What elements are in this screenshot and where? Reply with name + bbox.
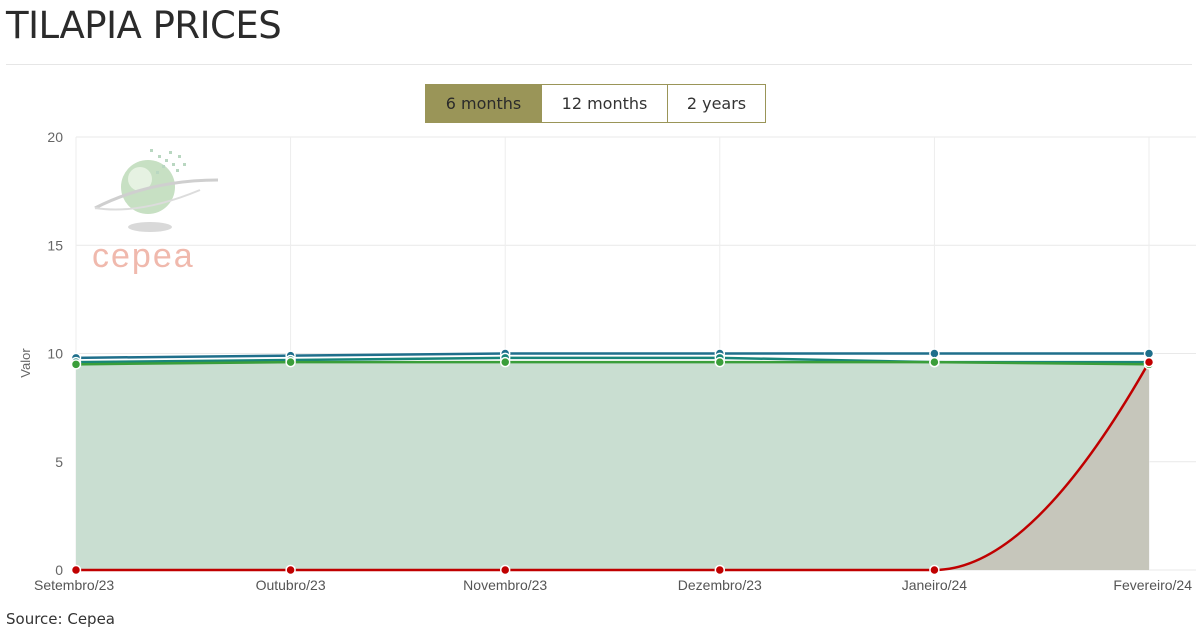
series-2-point-2 (499, 356, 511, 368)
source-note: Source: Cepea (6, 610, 115, 628)
y-tick-label-4: 20 (47, 129, 63, 145)
x-tick-label-1: Outubro/23 (256, 577, 326, 593)
series-2-point-0 (70, 359, 82, 370)
range-selector: 6 months 12 months 2 years (425, 84, 766, 123)
watermark-text: cepea (92, 237, 195, 275)
x-tick-label-0: Setembro/23 (34, 577, 114, 593)
title-divider (6, 64, 1192, 65)
series-0-point-4 (929, 348, 940, 359)
y-axis-label: Valor (18, 348, 33, 378)
series-3-point-4 (929, 564, 940, 576)
series-2-point-4 (929, 356, 940, 368)
x-tick-label-5: Fevereiro/24 (1113, 577, 1192, 593)
y-tick-label-0: 0 (55, 562, 63, 578)
y-tick-label-2: 10 (47, 346, 63, 362)
series-2-point-1 (285, 356, 296, 368)
y-tick-label-1: 5 (55, 454, 63, 470)
y-tick-label-3: 15 (47, 237, 63, 253)
price-chart: cepea 0 5 10 15 20 Setembro/23 Outubro/23 Nove… (18, 129, 1196, 593)
series-0-point-5 (1143, 348, 1155, 359)
tab-12-months[interactable]: 12 months (541, 85, 667, 122)
chart-points (70, 348, 1155, 576)
y-tick-labels: 0 5 10 15 20 (47, 129, 63, 578)
cepea-watermark: cepea (92, 149, 219, 275)
series-3-point-0 (70, 564, 82, 576)
tab-2-years[interactable]: 2 years (667, 85, 765, 122)
series-3-point-2 (499, 564, 511, 576)
series-0-line (75, 352, 1149, 360)
tab-6-months[interactable]: 6 months (426, 85, 541, 122)
series-3-area (76, 362, 1149, 570)
series-3-point-1 (285, 564, 296, 576)
series-2-point-3 (714, 356, 726, 368)
series-2-line (75, 360, 1150, 366)
series-2-area (76, 362, 1149, 570)
x-tick-label-4: Janeiro/24 (902, 577, 968, 593)
page-title: TILAPIA PRICES (6, 4, 282, 47)
chart-areas (76, 362, 1149, 570)
series-3-point-5 (1143, 356, 1155, 368)
series-3-point-3 (714, 564, 726, 576)
x-tick-labels: Setembro/23 Outubro/23 Novembro/23 Dezembro… (34, 577, 1192, 593)
x-tick-label-2: Novembro/23 (463, 577, 547, 593)
x-tick-label-3: Dezembro/23 (678, 577, 762, 593)
